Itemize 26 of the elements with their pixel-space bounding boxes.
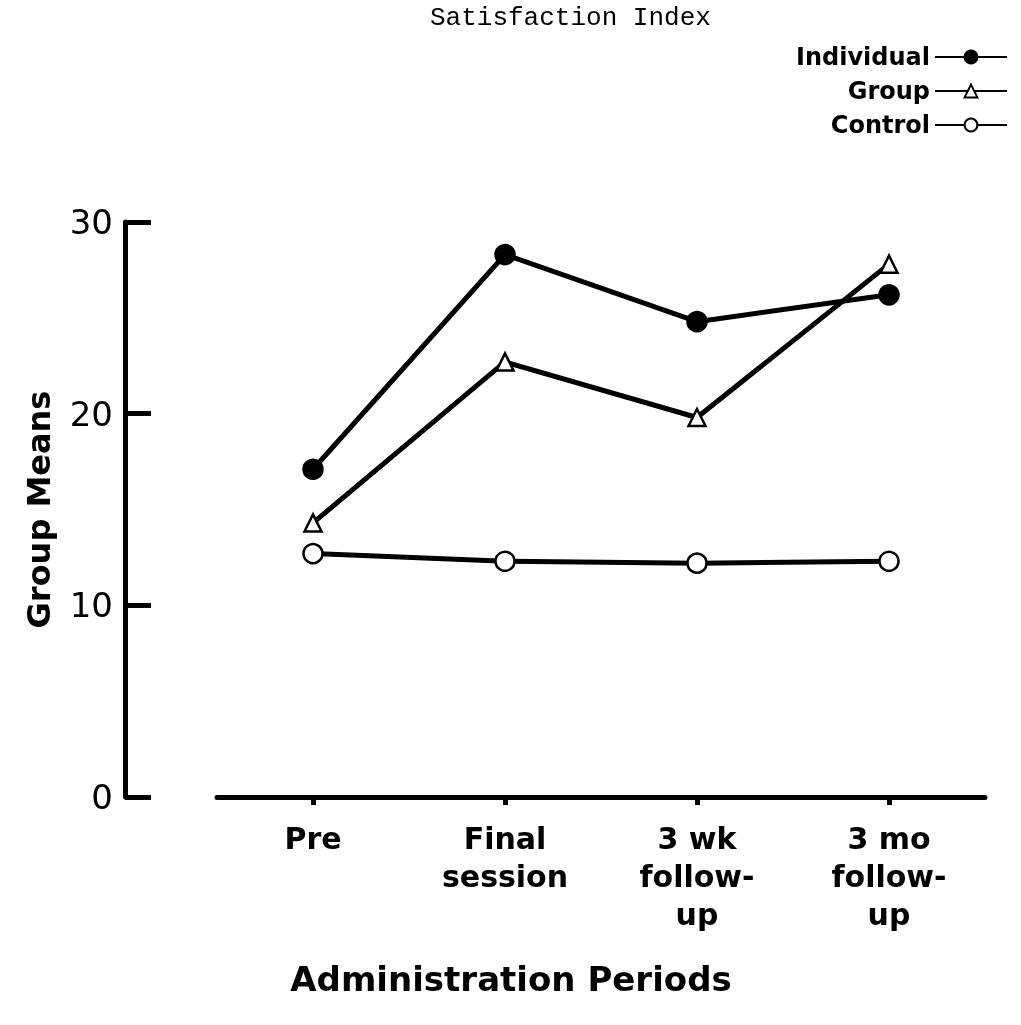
y-tick-label: 10: [69, 585, 113, 626]
point: [878, 550, 900, 572]
point: [494, 243, 516, 266]
x-tick-label: 3 wk follow- up: [639, 820, 755, 932]
point: [878, 284, 900, 306]
chart-title: Satisfaction Index: [430, 3, 711, 33]
point: [687, 407, 707, 428]
point: [686, 310, 708, 333]
x-tick-label: 3 mo follow- up: [831, 820, 947, 932]
point: [302, 458, 324, 480]
y-tick-label: 30: [69, 202, 113, 242]
legend-label: Group: [847, 77, 930, 105]
point: [686, 552, 708, 574]
y-axis-title: Group Means: [20, 390, 58, 629]
legend-label: Control: [830, 111, 930, 139]
x-tick-label: Pre: [284, 820, 342, 856]
point: [494, 550, 516, 572]
x-axis-title: Administration Periods: [290, 959, 732, 999]
point: [879, 254, 899, 274]
point: [302, 542, 324, 565]
point: [495, 352, 515, 372]
x-tick-label: Final session: [441, 820, 569, 894]
legend-label: Individual: [796, 43, 930, 71]
point: [303, 513, 323, 533]
y-tick-label: 0: [91, 777, 113, 817]
y-tick-label: 20: [69, 393, 113, 434]
